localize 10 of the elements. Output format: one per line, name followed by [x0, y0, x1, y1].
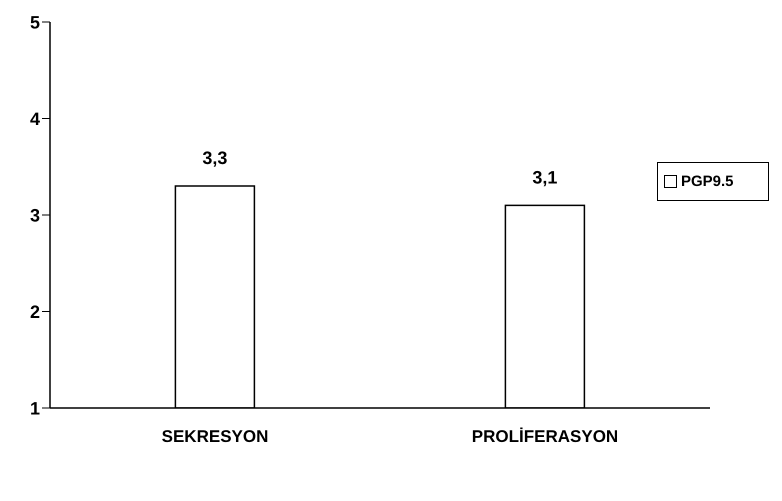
legend-label: PGP9.5	[681, 173, 734, 190]
x-tick-label: PROLİFERASYON	[472, 427, 618, 446]
y-tick-label: 4	[30, 108, 40, 129]
x-tick-label: SEKRESYON	[162, 427, 268, 446]
y-tick-label: 1	[30, 398, 40, 418]
data-label: 3,1	[532, 167, 558, 188]
y-tick-label: 5	[30, 12, 40, 32]
y-tick-label: 2	[30, 302, 40, 322]
data-label: 3,3	[202, 148, 228, 168]
y-tick-label: 3	[30, 205, 40, 226]
